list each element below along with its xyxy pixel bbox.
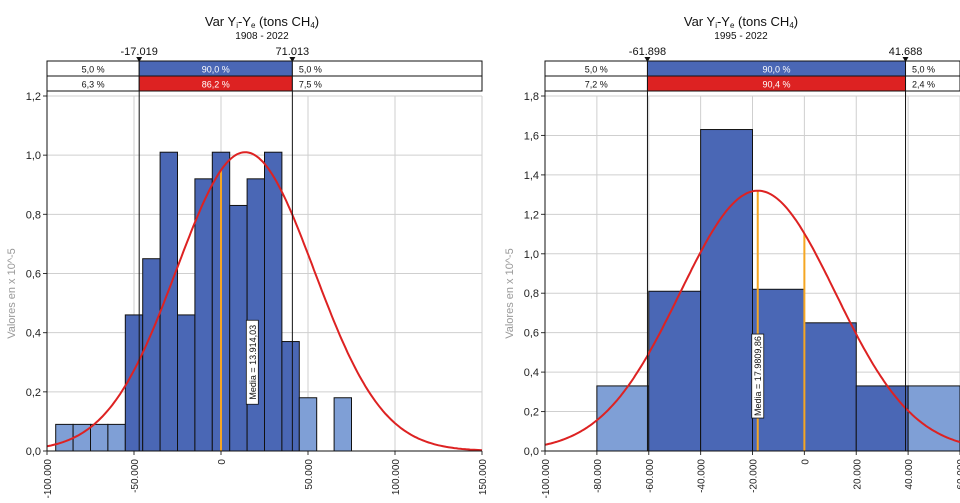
- histogram-bar: [107, 423, 126, 452]
- histogram-bar: [281, 341, 300, 452]
- band-left-label: 6,3 %: [82, 80, 105, 90]
- band-left-label: 7,2 %: [585, 80, 608, 90]
- marker-triangle: [902, 57, 909, 62]
- y-tick-label: 0,8: [524, 288, 539, 300]
- histogram-chart-1908-2022: Var Yi-Ye (tons CH4)1908 - 2022 0,0 0,2 0,4…: [6, 14, 489, 498]
- y-axis-label: Valores en x 10^-5: [6, 248, 18, 339]
- histogram-bar: [229, 204, 248, 452]
- band-center-label: 90,4 %: [762, 80, 790, 90]
- x-tick-label: -20.000: [749, 459, 760, 493]
- histogram-bar: [246, 178, 266, 452]
- x-tick-label: 50.000: [304, 459, 315, 490]
- band-right-label: 2,4 %: [912, 80, 935, 90]
- y-tick-label: 0,2: [524, 407, 539, 419]
- mean-label-box: [245, 319, 259, 405]
- histogram-bar: [177, 314, 196, 452]
- histogram-chart-1995-2022: Var Yi-Ye (tons CH4)1995 - 2022 0,0 0,2 0,4…: [504, 14, 960, 498]
- y-tick-label: 1,4: [524, 170, 539, 182]
- x-tick-label: -50.000: [130, 459, 141, 493]
- band-left-label: 5,0 %: [585, 65, 608, 75]
- marker-triangle: [289, 57, 296, 62]
- marker-label: 71.013: [276, 46, 310, 58]
- histogram-bar: [700, 129, 753, 452]
- y-tick-label: 1,2: [524, 209, 539, 221]
- mean-label-group: Media = 13.914,03: [245, 319, 259, 405]
- band-center-label: 90,0 %: [762, 65, 790, 75]
- x-tick-label: 100.000: [391, 459, 402, 496]
- marker-triangle: [136, 57, 143, 62]
- histogram-bar: [90, 423, 109, 452]
- x-tick-label: 60.000: [956, 459, 960, 490]
- band-center-label: 86,2 %: [202, 80, 230, 90]
- y-axis-label: Valores en x 10^-5: [504, 248, 516, 339]
- marker-label: -61.898: [629, 46, 666, 58]
- y-tick-label: 0,6: [26, 269, 41, 281]
- x-tick-label: -100.000: [541, 459, 552, 499]
- chart-title: Var Yi-Ye (tons CH4): [684, 14, 798, 30]
- chart-subtitle: 1908 - 2022: [235, 31, 289, 42]
- histogram-bar: [264, 151, 283, 452]
- normal-curve: [544, 189, 960, 446]
- y-tick-label: 1,0: [26, 150, 41, 162]
- histogram-bar: [55, 423, 74, 452]
- x-tick-label: 20.000: [852, 459, 863, 490]
- y-tick-label: 1,2: [26, 91, 41, 103]
- histogram-bar: [855, 385, 909, 452]
- y-tick-label: 0,2: [26, 387, 41, 399]
- chart-title: Var Yi-Ye (tons CH4): [205, 14, 319, 30]
- histogram-bar: [648, 290, 702, 452]
- y-tick-label: 0,0: [26, 446, 41, 458]
- histogram-bar: [298, 397, 318, 452]
- marker-triangle: [644, 57, 651, 62]
- band-right-cell: [905, 75, 960, 92]
- chart-subtitle: 1995 - 2022: [714, 31, 768, 42]
- y-tick-label: 1,0: [524, 249, 539, 261]
- band-right-label: 5,0 %: [912, 65, 935, 75]
- x-tick-label: -80.000: [593, 459, 604, 493]
- y-tick-label: 1,8: [524, 91, 539, 103]
- band-center-label: 90,0 %: [202, 65, 230, 75]
- normal-curve: [46, 151, 483, 452]
- y-tick-label: 0,6: [524, 328, 539, 340]
- histogram-bar: [142, 258, 161, 452]
- y-tick-label: 0,8: [26, 209, 41, 221]
- marker-label: 41.688: [889, 46, 923, 58]
- x-tick-label: 150.000: [478, 459, 489, 496]
- histogram-bar: [803, 322, 857, 452]
- y-tick-label: 0,0: [524, 446, 539, 458]
- y-tick-label: 1,6: [524, 130, 539, 142]
- histogram-bar: [333, 397, 353, 452]
- band-right-label: 5,0 %: [299, 65, 322, 75]
- mean-label: Media = 17.9809,86: [753, 336, 763, 416]
- histogram-bar: [596, 385, 650, 452]
- band-right-label: 7,5 %: [299, 80, 322, 90]
- histogram-bar: [159, 151, 179, 452]
- x-tick-label: 0: [800, 459, 811, 465]
- mean-label: Media = 13.914,03: [248, 325, 258, 400]
- marker-label: -17.019: [121, 46, 158, 58]
- y-tick-label: 0,4: [524, 367, 539, 379]
- band-left-label: 5,0 %: [82, 65, 105, 75]
- x-tick-label: -60.000: [645, 459, 656, 493]
- histogram-bar: [194, 178, 213, 452]
- x-tick-label: -40.000: [697, 459, 708, 493]
- x-tick-label: 0: [217, 459, 228, 465]
- y-tick-label: 0,4: [26, 328, 41, 340]
- mean-label-group: Media = 17.9809,86: [751, 333, 765, 419]
- x-tick-label: 40.000: [904, 459, 915, 490]
- mean-label-box: [751, 333, 765, 419]
- x-tick-label: -100.000: [43, 459, 54, 499]
- band-right-cell: [291, 75, 483, 92]
